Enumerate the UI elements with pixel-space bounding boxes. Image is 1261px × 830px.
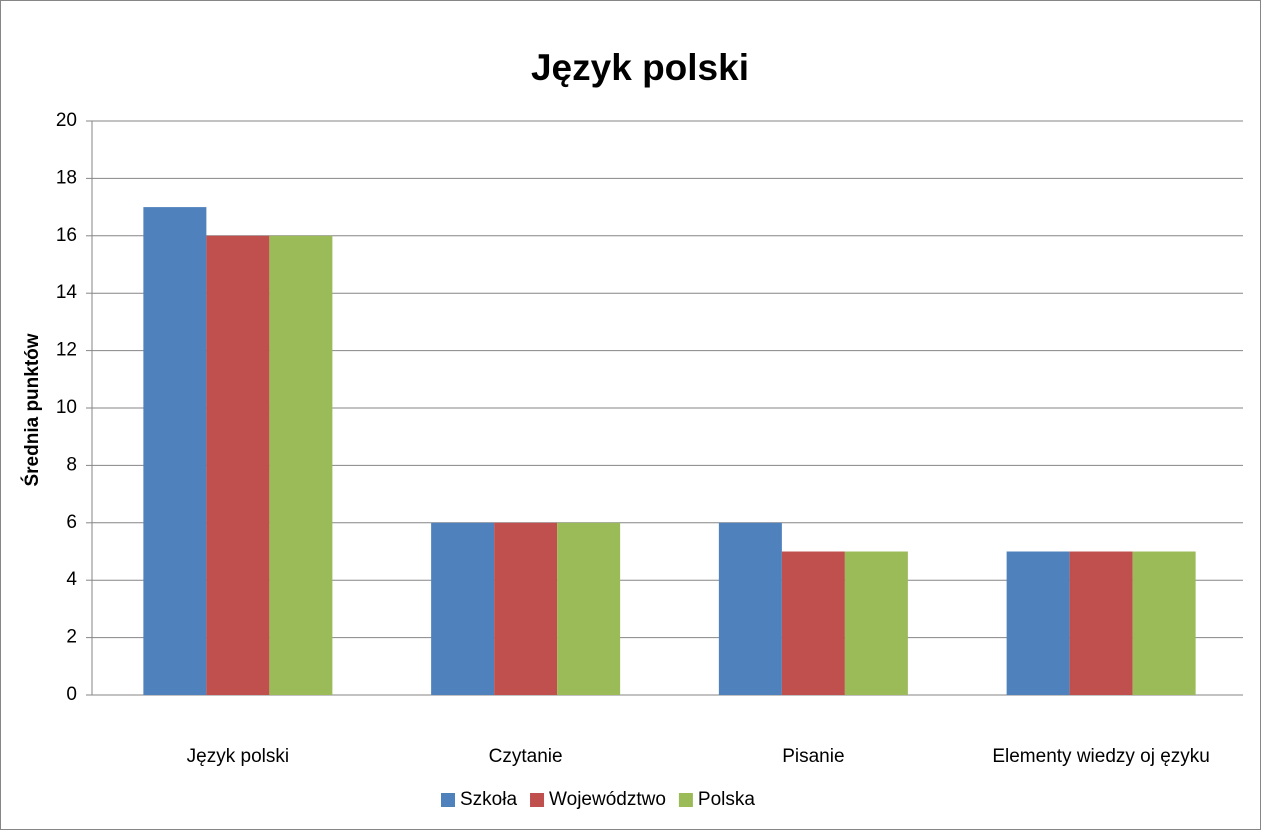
bar [557, 522, 621, 695]
bar [269, 235, 333, 696]
y-tick-label: 6 [66, 512, 77, 533]
legend-label: Województwo [549, 789, 666, 810]
y-tick-label: 10 [56, 397, 77, 418]
legend-label: Polska [698, 789, 755, 810]
bar [718, 522, 782, 695]
x-tick-label: Czytanie [489, 746, 563, 767]
bar [206, 235, 270, 696]
chart-title: Język polski [531, 47, 749, 88]
y-tick-label: 12 [56, 340, 77, 361]
y-tick-label: 8 [66, 454, 77, 475]
y-tick-label: 20 [56, 110, 77, 131]
bar [1132, 551, 1196, 695]
bar [431, 522, 495, 695]
y-tick-label: 14 [56, 282, 78, 303]
x-tick-label: Elementy wiedzy oj ęzyku [992, 746, 1210, 767]
legend-swatch [441, 793, 455, 807]
y-tick-label: 0 [66, 684, 77, 705]
y-tick-label: 4 [66, 569, 77, 590]
y-tick-label: 18 [56, 167, 77, 188]
y-axis-label: Średnia punktów [21, 333, 43, 486]
bar [1006, 551, 1070, 695]
legend-swatch [678, 793, 693, 807]
bar [781, 551, 845, 695]
x-tick-label: Język polski [187, 746, 289, 767]
bar [844, 551, 908, 695]
bar [494, 522, 558, 695]
y-tick-label: 2 [66, 627, 77, 648]
bar [143, 207, 207, 695]
legend-swatch [530, 793, 545, 807]
y-tick-label: 16 [56, 225, 77, 246]
legend-label: Szkoła [460, 789, 517, 810]
x-tick-label: Pisanie [782, 746, 844, 767]
bar [1069, 551, 1133, 695]
